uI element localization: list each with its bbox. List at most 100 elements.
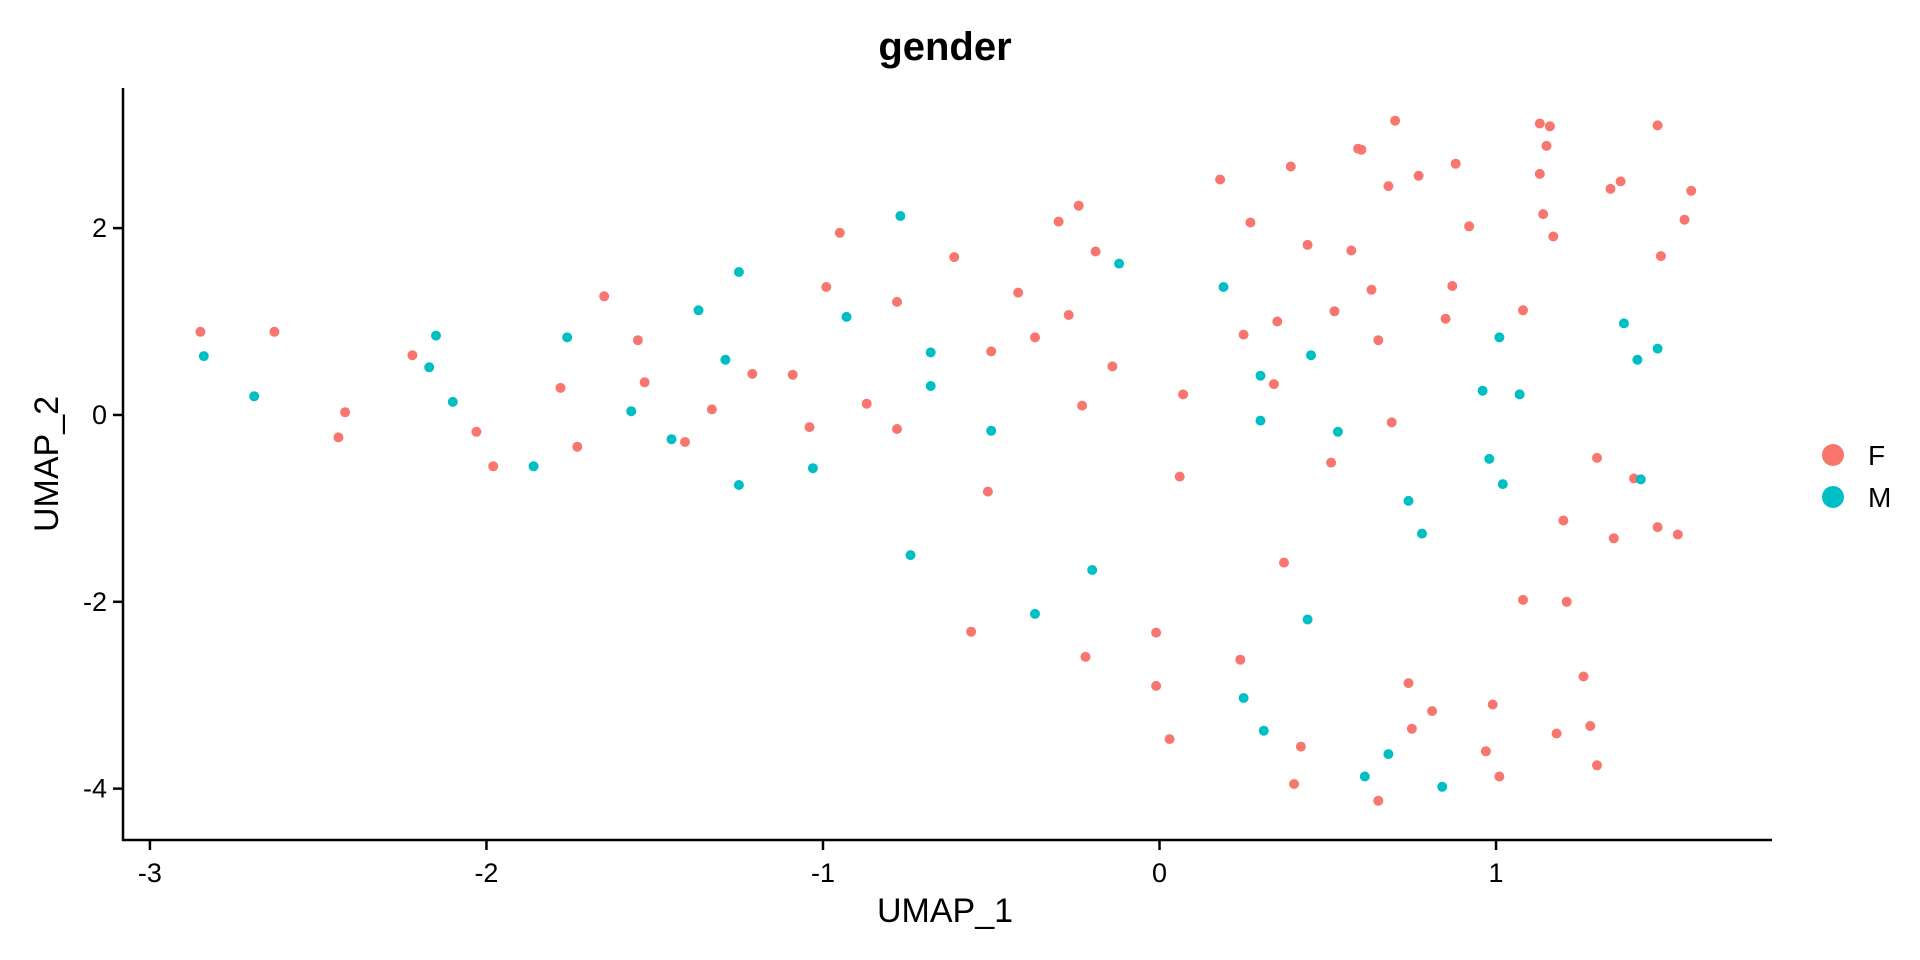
x-ticks: -3 -2 -1 0 1 [138, 840, 1504, 888]
point-f-23 [966, 626, 977, 637]
point-f-0 [195, 326, 206, 337]
point-m-17 [925, 347, 936, 358]
point-f-13 [706, 404, 717, 415]
point-f-63 [1406, 723, 1417, 734]
point-f-61 [1390, 115, 1401, 126]
legend-label-f: F [1868, 440, 1885, 471]
y-axis-title: UMAP_2 [28, 396, 66, 532]
point-m-0 [198, 351, 209, 362]
point-m-30 [1332, 426, 1343, 437]
point-f-27 [1030, 332, 1040, 343]
point-f-19 [861, 398, 872, 409]
point-m-16 [905, 550, 916, 561]
point-m-44 [1652, 343, 1663, 354]
point-f-53 [1346, 245, 1357, 256]
point-m-12 [733, 480, 744, 490]
chart-title: gender [878, 25, 1011, 69]
y-tick-label-1: -2 [83, 587, 107, 617]
point-m-38 [1494, 332, 1505, 343]
point-m-26 [1255, 415, 1266, 426]
point-f-2 [340, 407, 351, 418]
point-m-34 [1417, 528, 1427, 539]
point-m-19 [986, 425, 997, 436]
point-m-33 [1403, 495, 1414, 506]
x-tick-label-3: 0 [1152, 858, 1167, 888]
point-m-28 [1302, 614, 1313, 625]
point-f-38 [1174, 471, 1185, 482]
point-m-25 [1255, 370, 1266, 381]
point-f-97 [1686, 185, 1697, 196]
point-m-40 [1514, 389, 1525, 400]
point-f-32 [1080, 651, 1091, 662]
point-f-68 [1450, 158, 1461, 169]
y-tick-label-0: -4 [83, 774, 107, 804]
point-f-5 [471, 426, 482, 437]
point-f-82 [1558, 515, 1569, 526]
point-f-90 [1615, 176, 1626, 187]
point-f-52 [1329, 306, 1340, 317]
point-f-81 [1551, 728, 1562, 739]
x-tick-label-2: -1 [811, 858, 835, 888]
point-f-56 [1366, 284, 1377, 295]
point-m-3 [431, 330, 441, 341]
point-m-37 [1484, 453, 1495, 464]
point-m-11 [733, 267, 744, 277]
point-f-18 [834, 227, 845, 238]
point-m-36 [1477, 385, 1488, 396]
point-f-49 [1295, 741, 1306, 752]
point-f-9 [599, 291, 610, 302]
point-m-42 [1632, 354, 1643, 365]
point-f-1 [269, 326, 280, 337]
x-tick-label-0: -3 [138, 858, 162, 888]
legend-key-f [1822, 444, 1844, 466]
point-f-59 [1383, 181, 1394, 192]
point-f-12 [680, 437, 690, 447]
point-f-72 [1494, 771, 1505, 782]
point-m-27 [1258, 725, 1269, 736]
point-f-80 [1548, 231, 1559, 242]
points-layer [195, 115, 1697, 806]
point-f-74 [1518, 594, 1528, 605]
point-f-71 [1487, 699, 1498, 710]
point-f-26 [1013, 287, 1024, 298]
y-tick-label-2: 0 [92, 400, 107, 430]
point-f-11 [639, 377, 650, 388]
point-m-9 [693, 305, 704, 316]
point-f-87 [1592, 452, 1602, 463]
point-f-66 [1440, 313, 1451, 324]
point-m-23 [1218, 282, 1229, 292]
point-m-5 [528, 461, 539, 472]
point-m-21 [1087, 565, 1098, 575]
point-f-28 [1053, 216, 1064, 227]
y-ticks: -4 -2 0 2 [83, 213, 123, 804]
point-f-48 [1289, 779, 1300, 789]
legend-key-m [1822, 486, 1844, 508]
point-f-17 [821, 282, 832, 292]
point-f-41 [1235, 654, 1246, 665]
point-f-33 [1090, 246, 1101, 257]
point-f-20 [892, 296, 902, 307]
point-f-22 [949, 252, 960, 263]
point-f-96 [1679, 214, 1690, 225]
point-f-36 [1151, 680, 1162, 691]
point-m-41 [1618, 318, 1629, 329]
point-f-83 [1561, 596, 1572, 607]
point-f-10 [632, 335, 643, 346]
point-f-35 [1151, 627, 1162, 638]
x-axis-title: UMAP_1 [877, 892, 1013, 930]
point-f-58 [1373, 795, 1384, 806]
point-f-42 [1238, 329, 1249, 340]
point-f-40 [1215, 174, 1226, 185]
point-f-69 [1464, 221, 1475, 232]
point-f-64 [1413, 170, 1424, 181]
point-m-13 [807, 463, 818, 474]
point-m-24 [1238, 693, 1249, 703]
point-f-4 [407, 350, 418, 361]
point-m-7 [626, 406, 637, 417]
point-f-55 [1356, 144, 1367, 155]
point-f-95 [1672, 529, 1683, 540]
x-tick-label-4: 1 [1489, 858, 1504, 888]
point-f-3 [333, 432, 344, 443]
point-f-44 [1268, 379, 1279, 390]
